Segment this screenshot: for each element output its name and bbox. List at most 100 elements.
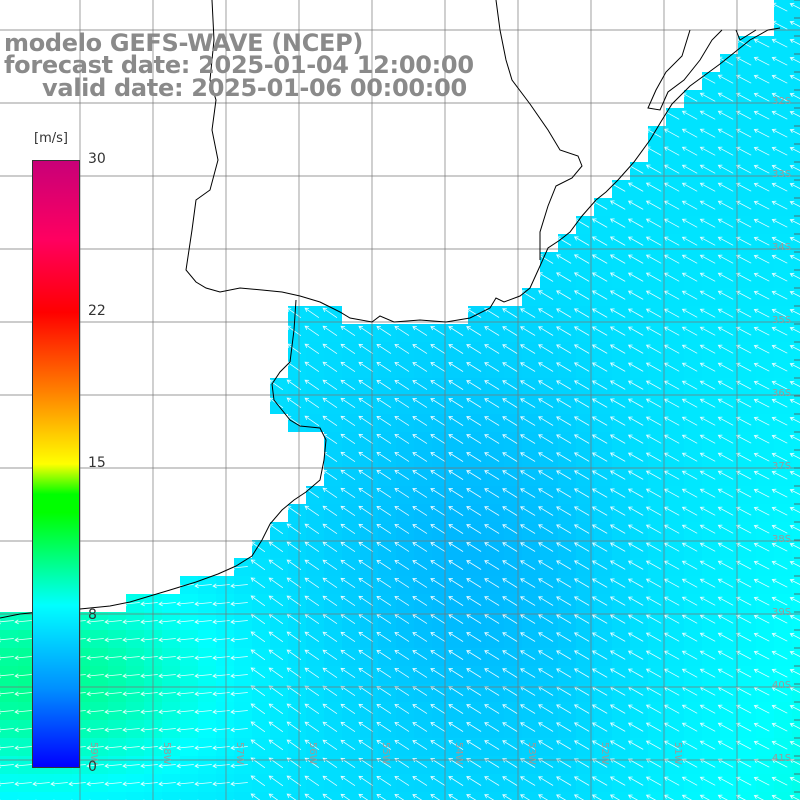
wind-arrow bbox=[14, 691, 32, 697]
speed-cell bbox=[108, 792, 126, 800]
wind-arrow bbox=[681, 542, 698, 552]
wind-arrow bbox=[663, 380, 680, 390]
wind-arrow bbox=[789, 254, 800, 261]
speed-cell bbox=[792, 54, 800, 72]
wind-arrow bbox=[430, 794, 441, 800]
wind-arrow bbox=[430, 650, 446, 660]
wind-arrow bbox=[14, 727, 32, 733]
wind-arrow bbox=[681, 236, 698, 246]
wind-arrow bbox=[376, 487, 392, 498]
wind-arrow bbox=[771, 128, 788, 138]
wind-arrow bbox=[448, 542, 464, 552]
wind-arrow bbox=[735, 128, 752, 138]
wind-arrow bbox=[645, 794, 657, 800]
wind-arrow bbox=[212, 691, 230, 697]
wind-arrow bbox=[304, 523, 320, 535]
wind-arrow bbox=[771, 20, 788, 30]
wind-arrow bbox=[194, 583, 212, 589]
wind-arrow bbox=[699, 650, 716, 660]
wind-arrow bbox=[340, 631, 356, 643]
wind-arrow bbox=[645, 146, 662, 156]
wind-arrow bbox=[230, 601, 248, 607]
wind-arrow bbox=[340, 577, 356, 589]
wind-arrow bbox=[645, 326, 662, 336]
wind-arrow bbox=[304, 667, 320, 679]
wind-arrow bbox=[268, 541, 284, 553]
wind-arrow bbox=[771, 668, 788, 678]
wind-arrow bbox=[322, 595, 338, 607]
wind-arrow bbox=[735, 470, 752, 480]
speed-cell bbox=[792, 450, 800, 468]
speed-cell bbox=[792, 378, 800, 396]
wind-arrow bbox=[789, 542, 800, 549]
wind-arrow bbox=[753, 344, 770, 354]
wind-arrow bbox=[663, 542, 680, 552]
wind-arrow bbox=[520, 650, 536, 660]
wind-arrow bbox=[645, 272, 662, 282]
wind-arrow bbox=[466, 524, 482, 534]
speed-cell bbox=[540, 792, 558, 800]
wind-arrow bbox=[466, 452, 482, 462]
wind-arrow bbox=[86, 673, 104, 679]
wind-arrow bbox=[663, 182, 680, 192]
wind-arrow bbox=[735, 236, 752, 246]
wind-arrow bbox=[140, 763, 158, 769]
wind-arrow bbox=[591, 272, 608, 282]
wind-arrow bbox=[286, 379, 302, 391]
latitude-label: 33S bbox=[772, 169, 791, 180]
wind-arrow bbox=[753, 524, 770, 534]
wind-arrow bbox=[717, 470, 734, 480]
wind-arrow bbox=[663, 326, 680, 336]
wind-arrow bbox=[735, 272, 752, 282]
wind-arrow bbox=[717, 362, 734, 372]
wind-arrow bbox=[394, 325, 410, 336]
wind-arrow bbox=[358, 739, 374, 751]
wind-arrow bbox=[627, 596, 644, 606]
wind-arrow bbox=[789, 218, 800, 225]
speed-cell bbox=[450, 792, 468, 800]
wind-arrow bbox=[304, 793, 315, 800]
wind-arrow bbox=[412, 740, 428, 750]
wind-arrow bbox=[681, 524, 698, 534]
wind-arrow bbox=[753, 398, 770, 408]
wind-arrow bbox=[0, 709, 14, 715]
wind-arrow bbox=[681, 758, 698, 768]
wind-arrow bbox=[556, 416, 572, 426]
wind-arrow bbox=[681, 614, 698, 624]
wind-arrow bbox=[358, 325, 374, 337]
wind-arrow bbox=[322, 649, 338, 661]
wind-arrow bbox=[699, 308, 716, 318]
wind-arrow bbox=[448, 578, 464, 588]
wind-arrow bbox=[717, 182, 734, 192]
wind-arrow bbox=[412, 560, 428, 570]
wind-arrow bbox=[502, 362, 518, 372]
wind-arrow bbox=[663, 506, 680, 516]
wind-arrow bbox=[484, 650, 500, 660]
wind-arrow bbox=[789, 488, 800, 495]
longitude-label: 57W bbox=[234, 742, 245, 765]
wind-arrow bbox=[466, 614, 482, 624]
wind-arrow bbox=[591, 758, 608, 768]
wind-arrow bbox=[394, 451, 410, 462]
wind-arrow bbox=[394, 613, 410, 624]
wind-arrow bbox=[609, 254, 626, 264]
colorbar-tick-22: 22 bbox=[88, 303, 106, 319]
wind-arrow bbox=[771, 506, 788, 516]
wind-arrow bbox=[430, 740, 446, 750]
forecast-date: forecast date: 2025-01-04 12:00:00 bbox=[4, 51, 474, 79]
wind-arrow bbox=[286, 775, 302, 787]
wind-arrow bbox=[358, 487, 374, 499]
wind-arrow bbox=[176, 655, 194, 661]
wind-arrow bbox=[322, 631, 338, 643]
wind-arrow bbox=[681, 254, 698, 264]
wind-arrow bbox=[753, 650, 770, 660]
wind-arrow bbox=[573, 452, 590, 462]
wind-arrow bbox=[394, 343, 410, 354]
wind-arrow bbox=[717, 56, 734, 66]
coastline bbox=[185, 0, 781, 323]
colorbar bbox=[32, 160, 80, 768]
wind-arrow bbox=[556, 236, 572, 246]
wind-arrow bbox=[466, 632, 482, 642]
wind-arrow bbox=[681, 704, 698, 714]
wind-arrow bbox=[268, 775, 284, 787]
